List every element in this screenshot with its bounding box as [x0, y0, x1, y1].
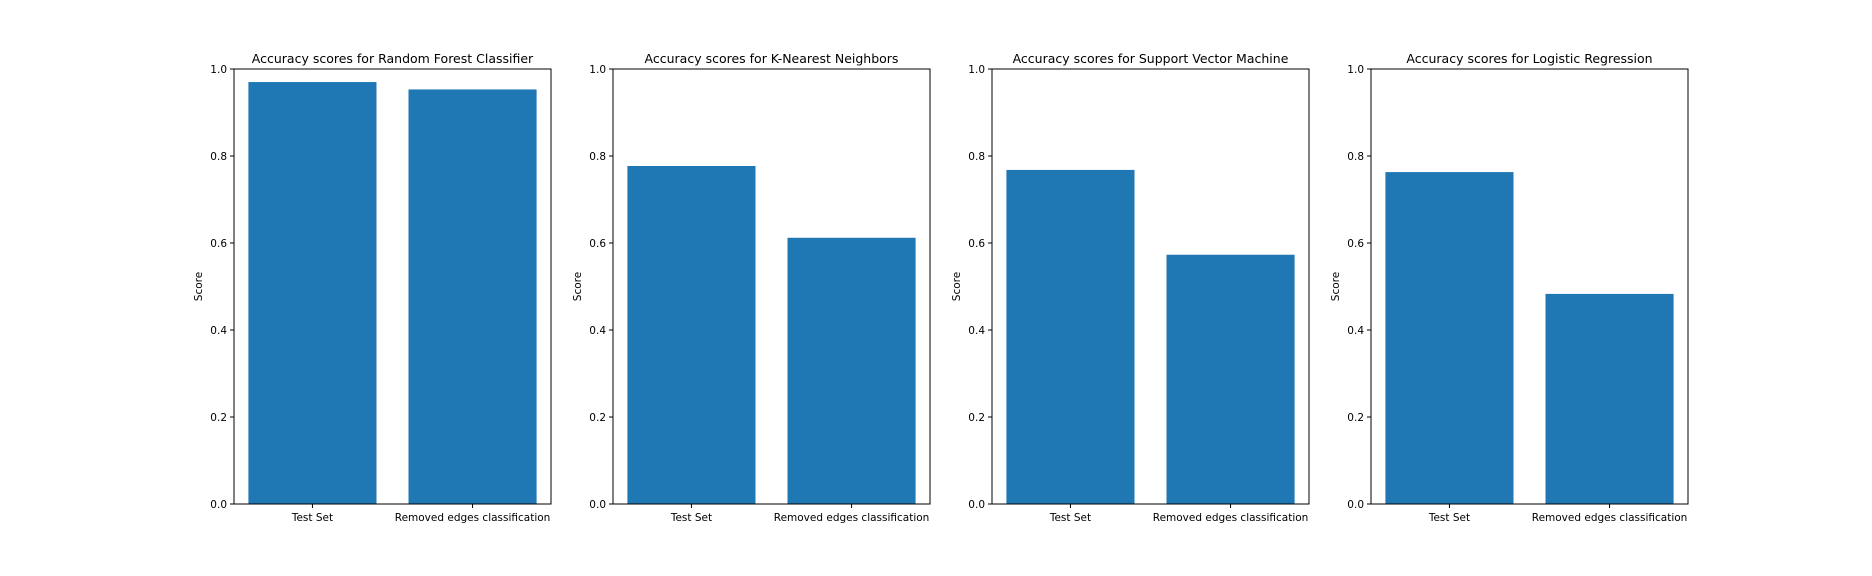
- x-tick-label: Test Set: [1428, 512, 1470, 524]
- y-tick-label: 0.4: [210, 325, 227, 337]
- y-tick-label: 0.8: [968, 151, 985, 163]
- y-tick-label: 0.0: [1347, 499, 1364, 511]
- x-tick-label: Removed edges classification: [1153, 512, 1309, 524]
- y-tick-label: 0.4: [589, 325, 606, 337]
- y-tick-label: 1.0: [968, 64, 985, 76]
- y-tick-label: 0.4: [1347, 325, 1364, 337]
- x-tick-label: Test Set: [291, 512, 333, 524]
- y-tick-label: 1.0: [210, 64, 227, 76]
- x-tick-label: Removed edges classification: [395, 512, 551, 524]
- y-axis-label: Score: [572, 272, 584, 301]
- x-tick-label: Test Set: [1049, 512, 1091, 524]
- y-tick-label: 0.6: [210, 238, 227, 250]
- y-tick-label: 0.6: [968, 238, 985, 250]
- axes-frame: [612, 68, 931, 505]
- y-tick-label: 0.6: [589, 238, 606, 250]
- bar-removed-edges: [787, 237, 916, 504]
- axes-frame: [233, 68, 552, 505]
- chart-title: Accuracy scores for Logistic Regression: [1406, 51, 1652, 66]
- subplot-3: 0.0 0.2 0.4 0.6 0.8 1.0 Test Set Removed edges …: [951, 51, 1310, 524]
- y-tick-label: 0.2: [1347, 412, 1364, 424]
- chart-title: Accuracy scores for Random Forest Classi…: [252, 51, 534, 66]
- subplot-4: 0.0 0.2 0.4 0.6 0.8 1.0 Test Set Removed edges …: [1330, 51, 1689, 524]
- bar-test-set: [627, 166, 756, 504]
- y-tick-label: 1.0: [1347, 64, 1364, 76]
- bar-test-set: [1006, 169, 1135, 505]
- y-tick-label: 0.2: [968, 412, 985, 424]
- subplot-2: 0.0 0.2 0.4 0.6 0.8 1.0 Test Set Removed edges …: [572, 51, 931, 524]
- chart-title: Accuracy scores for Support Vector Machi…: [1013, 51, 1289, 66]
- y-tick-label: 0.2: [589, 412, 606, 424]
- y-tick-label: 0.0: [210, 499, 227, 511]
- bar-removed-edges: [408, 89, 537, 504]
- axes-frame: [1370, 68, 1689, 505]
- y-tick-label: 0.8: [589, 151, 606, 163]
- y-tick-label: 0.8: [210, 151, 227, 163]
- bar-removed-edges: [1166, 254, 1295, 504]
- y-tick-label: 0.4: [968, 325, 985, 337]
- y-axis-label: Score: [193, 272, 205, 301]
- bar-test-set: [1385, 172, 1514, 504]
- axes-frame: [991, 68, 1310, 505]
- y-tick-label: 0.8: [1347, 151, 1364, 163]
- x-tick-label: Removed edges classification: [774, 512, 930, 524]
- bar-test-set: [248, 82, 377, 505]
- y-tick-label: 0.0: [968, 499, 985, 511]
- x-tick-label: Removed edges classification: [1532, 512, 1688, 524]
- y-axis-label: Score: [1330, 272, 1342, 301]
- x-tick-label: Test Set: [670, 512, 712, 524]
- subplot-1: 0.0 0.2 0.4 0.6 0.8 1.0 Test Set Removed edges …: [193, 51, 552, 524]
- y-tick-label: 1.0: [589, 64, 606, 76]
- y-axis-label: Score: [951, 272, 963, 301]
- y-tick-label: 0.6: [1347, 238, 1364, 250]
- y-tick-label: 0.2: [210, 412, 227, 424]
- chart-title: Accuracy scores for K-Nearest Neighbors: [645, 51, 899, 66]
- bar-removed-edges: [1545, 293, 1674, 504]
- y-tick-label: 0.0: [589, 499, 606, 511]
